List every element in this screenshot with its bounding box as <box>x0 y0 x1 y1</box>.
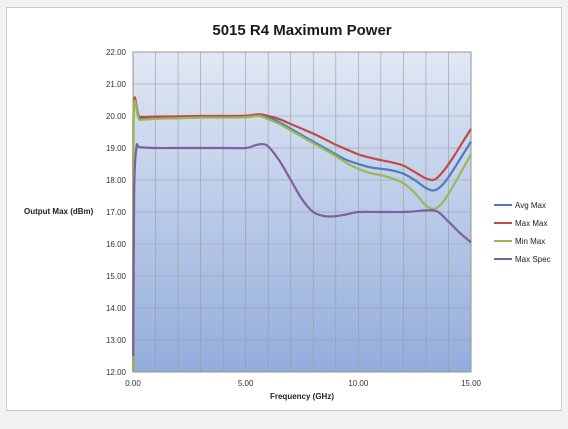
legend-label: Max Spec <box>515 255 551 264</box>
y-tick-label: 14.00 <box>106 304 127 313</box>
x-tick-label: 5.00 <box>238 379 254 388</box>
x-tick-label: 0.00 <box>125 379 141 388</box>
y-axis-title: Output Max (dBm) <box>24 207 94 216</box>
series-layer <box>132 96 472 373</box>
y-tick-label: 16.00 <box>106 240 127 249</box>
x-tick-label: 15.00 <box>461 379 482 388</box>
legend-label: Avg Max <box>515 201 546 210</box>
y-tick-label: 22.00 <box>106 48 127 57</box>
legend-label: Min Max <box>515 237 545 246</box>
x-axis-title: Frequency (GHz) <box>270 392 334 401</box>
tick-labels: 12.00 13.00 14.00 15.00 16.00 17.00 18.00 19.00… <box>106 48 482 388</box>
y-tick-label: 15.00 <box>106 272 127 281</box>
legend: Avg Max Max Max Min Max Max Spec <box>494 201 551 264</box>
y-tick-label: 18.00 <box>106 176 127 185</box>
chart-title: 5015 R4 Maximum Power <box>212 22 391 39</box>
legend-label: Max Max <box>515 219 547 228</box>
y-tick-label: 20.00 <box>106 112 127 121</box>
series-line-max-spec <box>132 143 472 357</box>
x-tick-label: 10.00 <box>348 379 369 388</box>
series-line-max-max <box>132 96 472 373</box>
series-line-min-max <box>132 99 472 373</box>
y-tick-label: 17.00 <box>106 208 127 217</box>
y-tick-label: 12.00 <box>106 368 127 377</box>
y-tick-label: 21.00 <box>106 80 127 89</box>
y-tick-label: 13.00 <box>106 336 127 345</box>
y-tick-label: 19.00 <box>106 144 127 153</box>
